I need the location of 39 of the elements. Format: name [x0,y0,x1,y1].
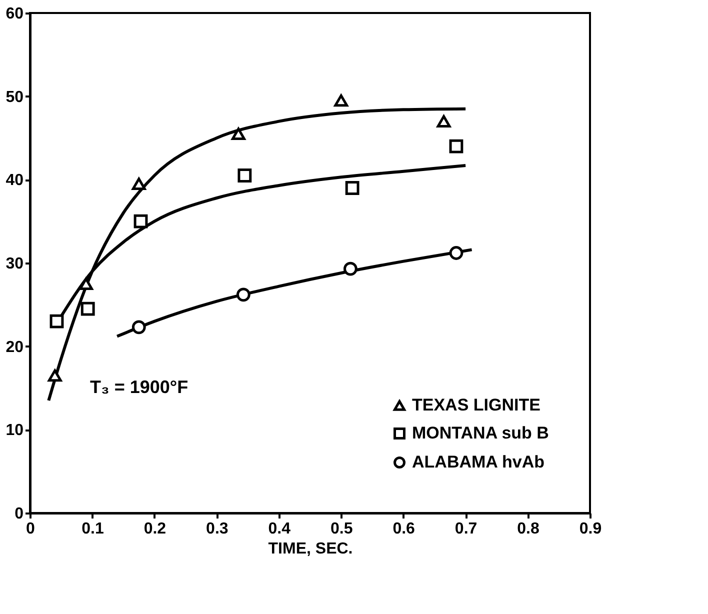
y-tick-label: 40 [6,172,24,190]
x-tick-label: 0.3 [206,520,228,538]
line-series [116,248,474,338]
point [79,278,93,290]
point [50,314,64,328]
point [48,369,62,382]
point [345,181,360,195]
y-tick-label: 50 [6,88,24,106]
legend-label: MONTANA sub B [412,424,549,442]
x-tick-label: 0.2 [144,520,166,538]
x-tick-label: 0.4 [268,520,291,538]
point [231,128,246,140]
y-tick-label: 60 [6,6,24,22]
point [238,168,252,182]
legend-label: ALABAMA hvAb [412,452,545,472]
point [132,178,146,190]
point [134,214,148,228]
x-tick-label: 0.1 [82,520,104,538]
point [236,288,250,302]
point [436,115,451,128]
point [343,262,358,276]
y-tick-label: 20 [6,338,24,356]
y-tick-label: 0 [14,506,24,522]
point [449,139,464,154]
legend-label: TEXAS LIGNITE [412,396,540,414]
point [132,320,146,334]
x-tick-label: 0.8 [517,520,540,538]
point [334,94,348,107]
x-tick-label: 0.6 [392,520,416,538]
x-tick-label: 0.7 [454,520,478,538]
x-tick-label: 0 [26,520,36,538]
point [449,246,464,260]
x-tick-label: 0.5 [330,520,353,538]
annotation: T₃ = 1900°F [90,377,188,397]
point [80,302,95,316]
x-axis-title: TIME, SEC. [268,540,353,558]
x-tick-label: 0.9 [579,520,602,538]
y-tick-label: 30 [6,256,24,272]
y-tick-label: 10 [6,422,24,440]
